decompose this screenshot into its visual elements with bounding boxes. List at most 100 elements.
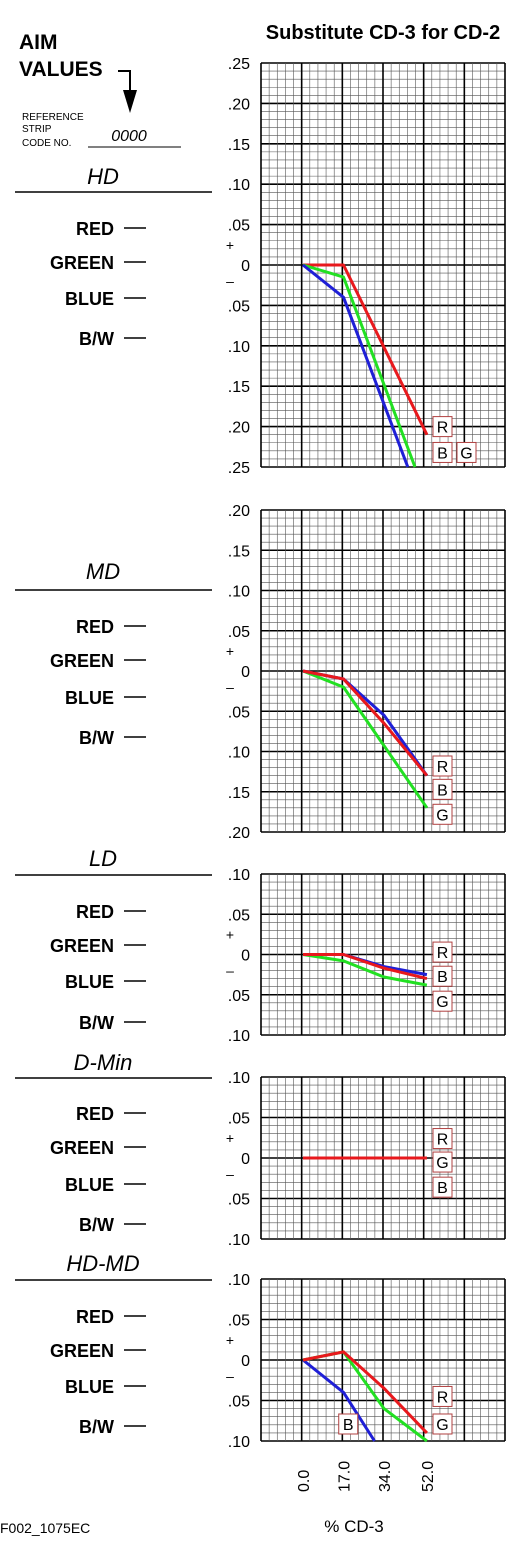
row-label: RED [76, 219, 114, 239]
svg-text:G: G [436, 994, 448, 1011]
curve-label-g: G [432, 1413, 453, 1435]
y-tick-label: .10 [228, 1232, 250, 1249]
panel-hd-md: HD-MD RED GREEN BLUE B/W .10 .05 0 .05 .10 + – RG B [15, 1251, 506, 1451]
plus-sign: + [226, 237, 234, 253]
y-tick-label: .20 [228, 503, 250, 520]
row-label: RED [76, 617, 114, 637]
row-label: RED [76, 902, 114, 922]
svg-text:B: B [437, 782, 448, 799]
svg-text:B: B [437, 1180, 448, 1197]
curve-label-b: B [338, 1413, 359, 1435]
row-label: BLUE [65, 972, 114, 992]
row-label: GREEN [50, 1341, 114, 1361]
panels: HD RED GREEN BLUE B/W .25 .20 .15 .10 .05 0 .05 .10.… [15, 56, 506, 1451]
reference-strip-label: STRIP [22, 124, 52, 135]
svg-text:R: R [437, 1132, 449, 1149]
grid [260, 873, 506, 1036]
minus-sign: – [226, 679, 234, 695]
curve-label-g: G [432, 990, 453, 1012]
curve-label-r: R [432, 755, 453, 777]
y-tick-label: .10 [228, 867, 250, 884]
svg-text:G: G [436, 1417, 448, 1434]
series-line-red [302, 1350, 428, 1434]
y-tick-label: .15 [228, 379, 250, 396]
svg-text:G: G [436, 1155, 448, 1172]
minus-sign: – [226, 1166, 234, 1182]
y-tick-label: .15 [228, 543, 250, 560]
curve-label-g: G [456, 441, 477, 463]
y-tick-label: .10 [228, 1434, 250, 1451]
figure-code: F002_1075EC [0, 1520, 90, 1536]
y-tick-label: .25 [228, 460, 250, 477]
curve-label-b: B [432, 441, 453, 463]
reference-strip-label: REFERENCE [22, 112, 84, 123]
row-label: GREEN [50, 651, 114, 671]
y-tick-label: 0 [241, 948, 250, 965]
series-line-green [302, 263, 417, 468]
y-tick-label: 0 [241, 1353, 250, 1370]
svg-text:B: B [343, 1417, 354, 1434]
y-tick-label: 0 [241, 664, 250, 681]
row-label: B/W [79, 1013, 114, 1033]
y-tick-label: .15 [228, 785, 250, 802]
y-tick-label: .05 [228, 907, 250, 924]
panel-hd: HD RED GREEN BLUE B/W .25 .20 .15 .10 .05 0 .05 .10.… [15, 56, 506, 477]
y-tick-label: .05 [228, 1192, 250, 1209]
row-label: BLUE [65, 1377, 114, 1397]
x-axis: 0.0 17.0 34.0 52.0 [296, 1461, 437, 1492]
row-label: GREEN [50, 936, 114, 956]
reference-strip-label: CODE NO. [22, 138, 71, 149]
row-label: B/W [79, 1417, 114, 1437]
y-tick-label: .25 [228, 56, 250, 73]
series-line-red [303, 953, 428, 981]
row-label: RED [76, 1104, 114, 1124]
curve-label-b: B [432, 778, 453, 800]
curve-label-g: G [432, 1151, 453, 1173]
y-tick-label: .05 [228, 704, 250, 721]
svg-text:R: R [437, 945, 449, 962]
grid [260, 509, 506, 833]
panel-d-min: D-Min RED GREEN BLUE B/W .10 .05 0 .05 .10 + – RGB [15, 1050, 506, 1249]
svg-text:B: B [437, 445, 448, 462]
y-tick-label: .10 [228, 745, 250, 762]
curve-label-g: G [432, 803, 453, 825]
panel-title: HD-MD [66, 1251, 139, 1276]
x-axis-label: % CD-3 [324, 1517, 384, 1536]
row-label: GREEN [50, 1138, 114, 1158]
row-label: RED [76, 1307, 114, 1327]
y-tick-label: .05 [228, 1394, 250, 1411]
series-line-green [302, 953, 428, 987]
curve-label-b: B [432, 965, 453, 987]
y-tick-label: .10 [228, 1070, 250, 1087]
curve-label-r: R [432, 1128, 453, 1150]
y-tick-label: .10 [228, 177, 250, 194]
y-tick-label: .05 [228, 1313, 250, 1330]
plus-sign: + [226, 1130, 234, 1146]
plus-sign: + [226, 643, 234, 659]
svg-text:R: R [437, 1389, 449, 1406]
series-line-blue [302, 263, 410, 468]
panel-ld: LD RED GREEN BLUE B/W .10 .05 0 .05 .10 + – RBG [15, 846, 506, 1045]
x-tick-label: 0.0 [296, 1470, 313, 1492]
minus-sign: – [226, 963, 234, 979]
reference-code: 0000 [111, 128, 147, 145]
chart-title: Substitute CD-3 for CD-2 [266, 22, 500, 44]
minus-sign: – [226, 273, 234, 289]
row-label: GREEN [50, 253, 114, 273]
y-tick-label: .10 [228, 1272, 250, 1289]
row-label: B/W [79, 1215, 114, 1235]
svg-text:G: G [436, 807, 448, 824]
x-tick-label: 52.0 [420, 1461, 437, 1492]
svg-text:R: R [437, 759, 449, 776]
series-line-blue [302, 669, 429, 777]
y-tick-label: .05 [228, 1111, 250, 1128]
grid [260, 62, 506, 468]
svg-text:R: R [437, 420, 449, 437]
y-tick-label: .05 [228, 988, 250, 1005]
y-tick-label: .10 [228, 584, 250, 601]
x-tick-label: 17.0 [337, 1461, 354, 1492]
series-line-red [303, 263, 429, 436]
panel-title: LD [89, 846, 117, 871]
aim-arrow-icon [118, 70, 137, 113]
series-line-blue [302, 1358, 376, 1442]
